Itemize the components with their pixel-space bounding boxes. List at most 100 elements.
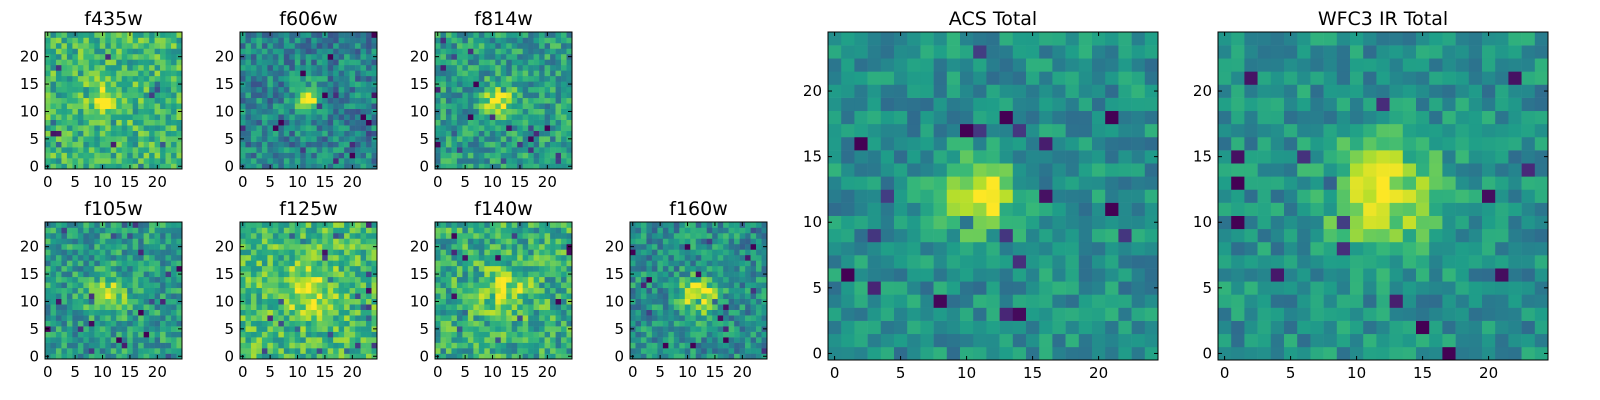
heatmap-cell: [517, 75, 523, 82]
heatmap-cell: [467, 42, 474, 49]
heatmap-cell: [440, 92, 447, 99]
heatmap-cell: [149, 309, 155, 316]
heatmap-cell: [160, 48, 166, 55]
heatmap-cell: [561, 260, 567, 267]
heatmap-cell: [121, 293, 128, 300]
heatmap-cell: [533, 130, 540, 137]
heatmap-cell: [467, 92, 474, 99]
heatmap-cell: [435, 293, 441, 300]
heatmap-cell: [250, 326, 257, 332]
heatmap-cell: [110, 353, 117, 360]
heatmap-cell: [371, 337, 378, 343]
y-tick-label: 10: [605, 292, 624, 310]
heatmap-cell: [511, 298, 518, 305]
heatmap-cell: [500, 32, 507, 38]
heatmap-cell: [761, 304, 768, 310]
heatmap-cell: [544, 37, 551, 44]
heatmap-cell: [360, 158, 367, 164]
heatmap-cell: [77, 222, 84, 228]
heatmap-cell: [154, 276, 161, 283]
heatmap-cell: [61, 108, 68, 115]
heatmap-cell: [256, 48, 263, 55]
heatmap-cell: [283, 136, 290, 142]
heatmap-cell: [946, 228, 961, 243]
heatmap-cell: [300, 108, 307, 115]
heatmap-cell: [539, 232, 545, 239]
heatmap-cell: [695, 276, 702, 283]
heatmap-cell: [684, 337, 691, 343]
heatmap-cell: [894, 215, 908, 230]
heatmap-cell: [473, 152, 480, 159]
heatmap-cell: [695, 260, 702, 267]
heatmap-cell: [522, 152, 529, 159]
heatmap-cell: [561, 222, 567, 228]
heatmap-cell: [72, 97, 79, 104]
heatmap-cell: [261, 130, 268, 137]
heatmap-cell: [149, 238, 155, 245]
axes-frame: [434, 221, 573, 360]
heatmap-cell: [171, 86, 177, 93]
heatmap-cell: [550, 64, 556, 71]
heatmap-cell: [555, 353, 562, 360]
heatmap-cell: [88, 222, 95, 228]
heatmap-cell: [267, 232, 274, 239]
heatmap-cell: [171, 103, 177, 110]
heatmap-cell: [311, 64, 318, 71]
heatmap-cell: [149, 158, 155, 164]
heatmap-cell: [333, 119, 339, 126]
heatmap-cell: [566, 86, 573, 93]
heatmap-cell: [344, 337, 350, 343]
heatmap-cell: [528, 53, 534, 60]
x-tick-label: 20: [148, 173, 167, 191]
heatmap-cell: [116, 331, 123, 338]
heatmap-cell: [646, 282, 653, 289]
heatmap-cell: [435, 337, 441, 343]
heatmap-cell: [986, 163, 1000, 177]
heatmap-cell: [88, 298, 95, 305]
heatmap-cell: [99, 276, 106, 283]
heatmap-cell: [149, 42, 155, 49]
heatmap-cell: [88, 114, 95, 120]
heatmap-cell: [105, 265, 112, 272]
heatmap-cell: [506, 276, 513, 283]
heatmap-cell: [528, 353, 534, 360]
heatmap-cell: [83, 243, 90, 250]
heatmap-cell: [327, 158, 334, 164]
heatmap-cell: [99, 75, 106, 82]
heatmap-cell: [635, 348, 642, 354]
heatmap-cell: [522, 70, 529, 77]
heatmap-cell: [50, 249, 57, 256]
heatmap-cell: [478, 337, 485, 343]
heatmap-cell: [646, 304, 653, 310]
heatmap-cell: [316, 147, 323, 153]
heatmap-cell: [278, 315, 285, 321]
heatmap-cell: [986, 241, 1000, 256]
heatmap-cell: [695, 238, 702, 245]
heatmap-cell: [261, 304, 268, 310]
heatmap-cell: [355, 315, 361, 321]
heatmap-cell: [451, 147, 458, 153]
heatmap-cell: [745, 243, 751, 250]
heatmap-cell: [495, 114, 502, 120]
heatmap-cell: [333, 232, 339, 239]
heatmap-cell: [72, 86, 79, 93]
y-tick-label: 15: [605, 265, 624, 283]
heatmap-cell: [679, 260, 686, 267]
heatmap-cell: [176, 97, 183, 104]
heatmap-cell: [344, 103, 350, 110]
heatmap-cell: [121, 243, 128, 250]
heatmap-cell: [706, 353, 713, 360]
heatmap-cell: [176, 254, 183, 261]
heatmap-cell: [734, 243, 740, 250]
heatmap-cell: [723, 282, 729, 289]
heatmap-cell: [539, 147, 545, 153]
heatmap-cell: [1144, 320, 1159, 335]
heatmap-cell: [138, 243, 144, 250]
heatmap-cell: [261, 125, 268, 131]
heatmap-cell: [495, 331, 502, 338]
heatmap-cell: [66, 222, 73, 228]
heatmap-cell: [1118, 228, 1132, 243]
heatmap-cell: [506, 53, 513, 60]
heatmap-cell: [94, 298, 101, 305]
heatmap-cell: [338, 254, 345, 261]
